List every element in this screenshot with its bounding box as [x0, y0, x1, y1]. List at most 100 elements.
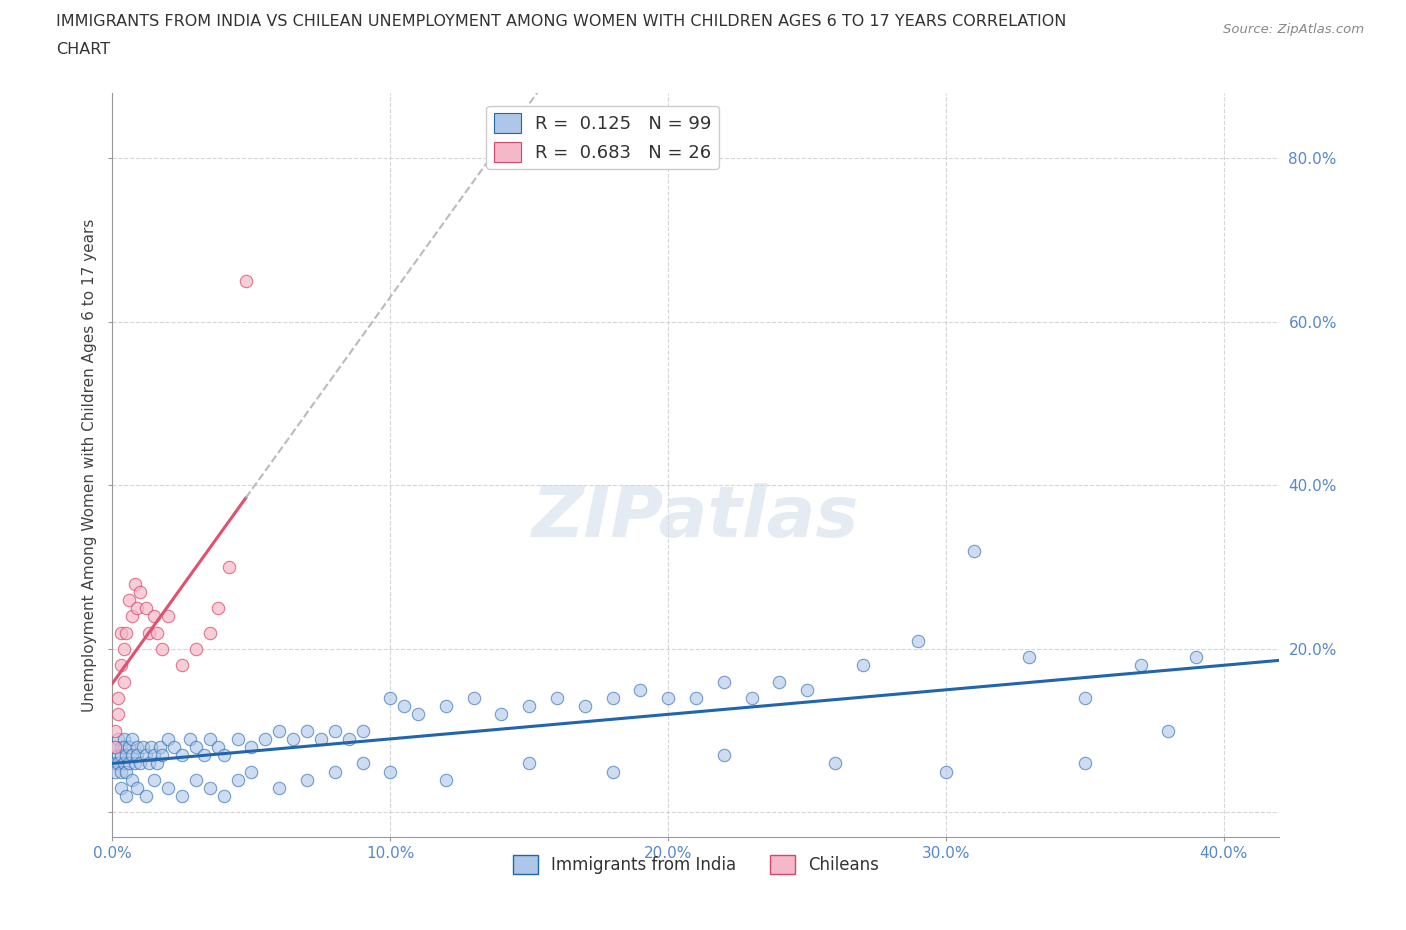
Point [157, 780, 180, 795]
Point [135, 789, 157, 804]
Point [121, 732, 143, 747]
Point [269, 780, 291, 795]
Point [129, 584, 152, 599]
Point [104, 739, 127, 754]
Point [657, 691, 679, 706]
Point [1129, 658, 1152, 672]
Point [104, 756, 127, 771]
Point [323, 724, 346, 738]
Point [434, 772, 457, 787]
Point [110, 739, 132, 754]
Point [406, 707, 429, 722]
Point [138, 756, 160, 771]
Point [143, 609, 166, 624]
Text: ZIPatlas: ZIPatlas [533, 483, 859, 551]
Point [118, 592, 141, 607]
Point [115, 748, 138, 763]
Point [546, 691, 568, 706]
Point [434, 698, 457, 713]
Point [121, 772, 143, 787]
Point [152, 748, 174, 763]
Y-axis label: Unemployment Among Women with Children Ages 6 to 17 years: Unemployment Among Women with Children A… [82, 219, 97, 711]
Point [226, 772, 249, 787]
Point [107, 707, 129, 722]
Point [121, 609, 143, 624]
Point [170, 658, 193, 672]
Point [207, 601, 229, 616]
Point [143, 748, 166, 763]
Point [824, 756, 846, 771]
Point [574, 698, 596, 713]
Point [110, 748, 132, 763]
Point [112, 674, 135, 689]
Point [127, 780, 149, 795]
Point [152, 642, 174, 657]
Point [135, 601, 157, 616]
Point [107, 756, 129, 771]
Point [104, 739, 127, 754]
Point [380, 764, 402, 779]
Point [198, 625, 221, 640]
Point [240, 764, 263, 779]
Point [685, 691, 707, 706]
Point [1157, 724, 1180, 738]
Point [107, 732, 129, 747]
Point [337, 732, 360, 747]
Point [112, 756, 135, 771]
Point [309, 732, 332, 747]
Point [198, 732, 221, 747]
Point [127, 739, 149, 754]
Point [115, 764, 138, 779]
Point [602, 691, 624, 706]
Point [269, 724, 291, 738]
Point [517, 756, 540, 771]
Point [112, 642, 135, 657]
Point [146, 756, 169, 771]
Point [713, 748, 735, 763]
Point [240, 739, 263, 754]
Point [212, 789, 235, 804]
Point [110, 625, 132, 640]
Point [1185, 650, 1208, 665]
Point [218, 560, 240, 575]
Legend: Immigrants from India, Chileans: Immigrants from India, Chileans [506, 849, 886, 881]
Point [212, 748, 235, 763]
Point [1074, 756, 1097, 771]
Point [768, 674, 790, 689]
Point [112, 739, 135, 754]
Point [138, 625, 160, 640]
Point [118, 739, 141, 754]
Text: IMMIGRANTS FROM INDIA VS CHILEAN UNEMPLOYMENT AMONG WOMEN WITH CHILDREN AGES 6 T: IMMIGRANTS FROM INDIA VS CHILEAN UNEMPLO… [56, 14, 1067, 29]
Point [157, 609, 180, 624]
Point [907, 633, 929, 648]
Point [226, 732, 249, 747]
Point [141, 739, 163, 754]
Point [179, 732, 201, 747]
Point [1074, 691, 1097, 706]
Text: CHART: CHART [56, 42, 110, 57]
Point [110, 658, 132, 672]
Point [115, 625, 138, 640]
Point [170, 748, 193, 763]
Point [127, 601, 149, 616]
Point [132, 739, 155, 754]
Point [796, 683, 818, 698]
Point [193, 748, 215, 763]
Point [295, 772, 318, 787]
Point [104, 764, 127, 779]
Point [935, 764, 957, 779]
Point [121, 748, 143, 763]
Point [741, 691, 763, 706]
Point [118, 756, 141, 771]
Point [107, 748, 129, 763]
Point [135, 748, 157, 763]
Point [124, 576, 146, 591]
Point [149, 739, 172, 754]
Point [184, 772, 207, 787]
Point [281, 732, 304, 747]
Point [129, 756, 152, 771]
Point [602, 764, 624, 779]
Point [143, 772, 166, 787]
Point [110, 764, 132, 779]
Point [107, 691, 129, 706]
